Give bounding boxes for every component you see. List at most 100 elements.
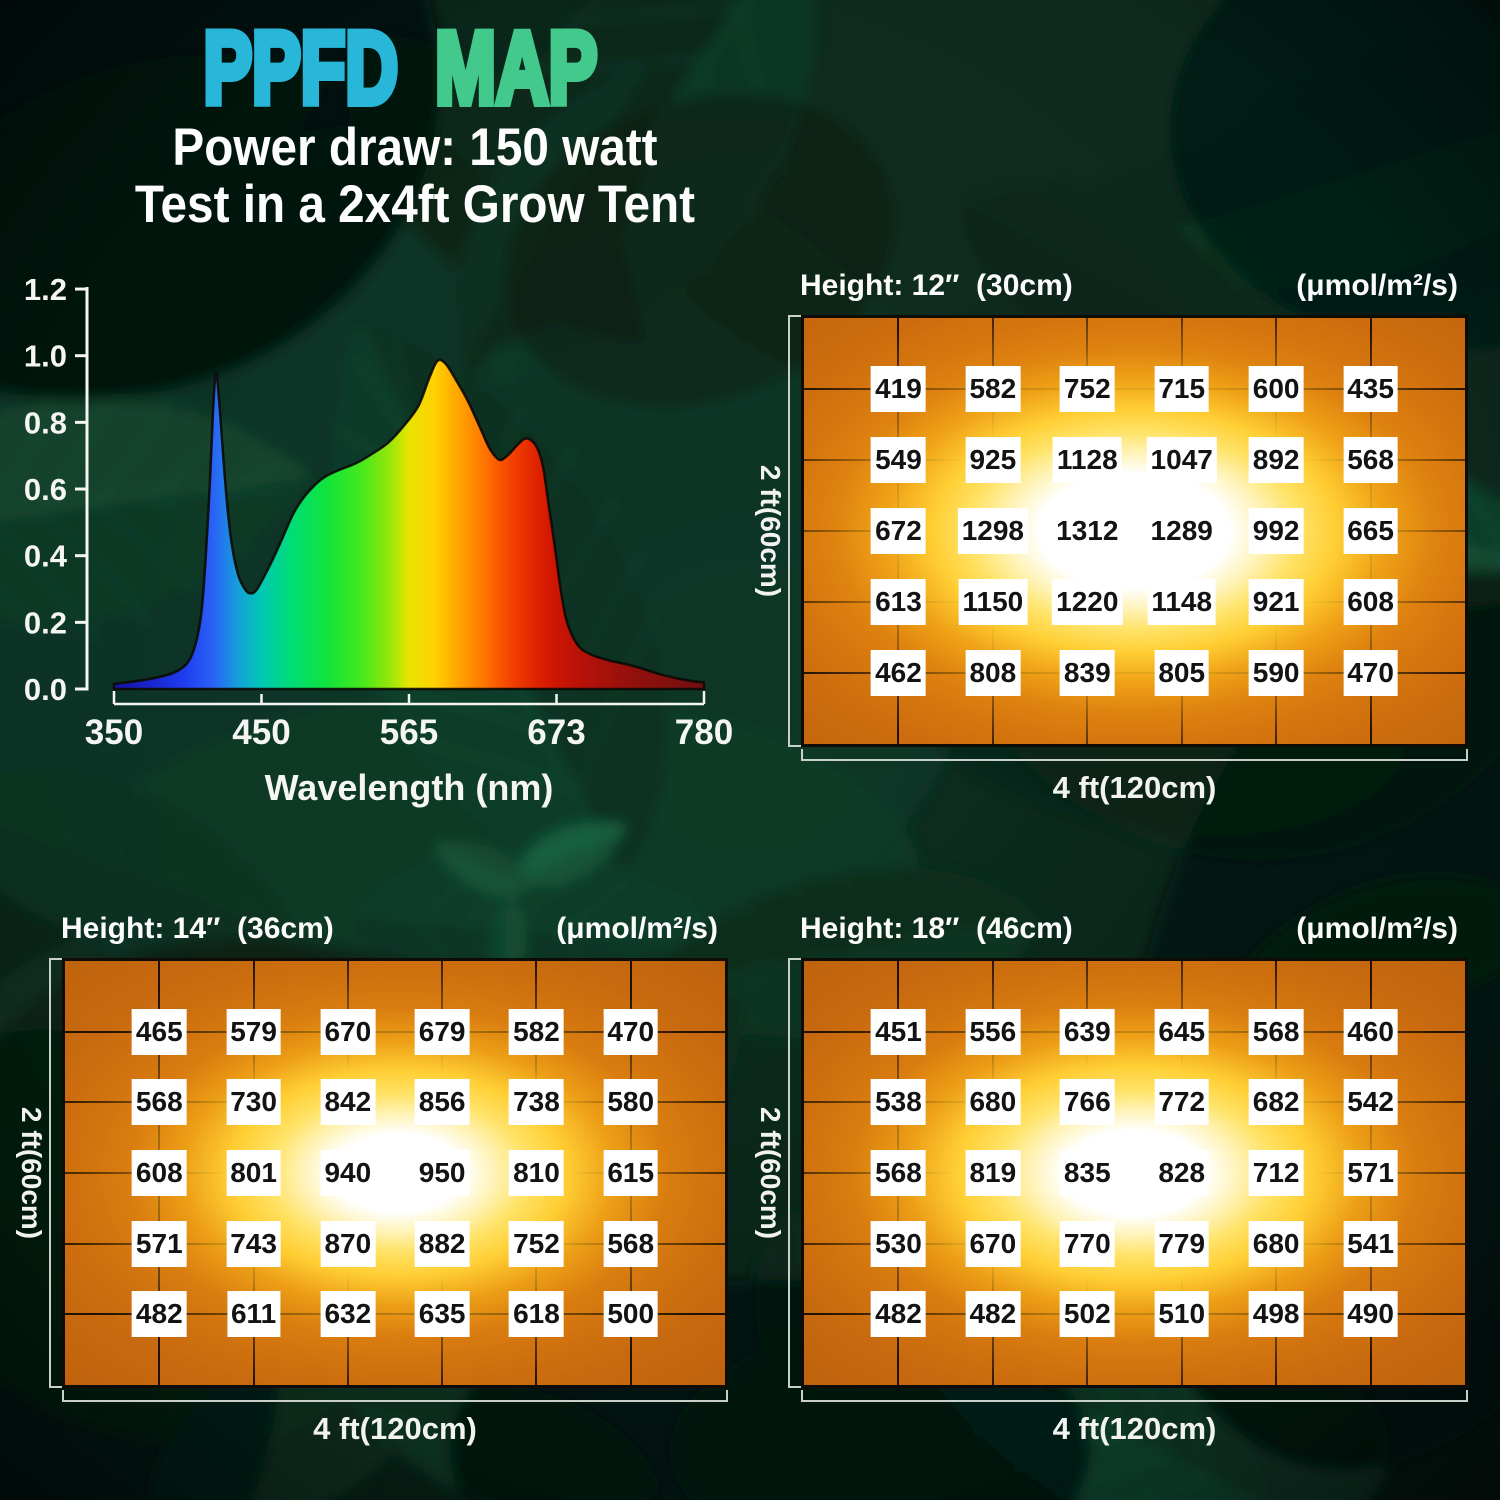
ppfd-value-chip: 502: [1059, 1291, 1115, 1338]
ppfd-value-chip: 1312: [1052, 508, 1123, 554]
dimension-line-left: [49, 958, 62, 1388]
ppfd-value-chip: 1150: [958, 579, 1028, 625]
ppfd-value-chip: 568: [603, 1220, 659, 1267]
width-dimension-label: 4 ft(120cm): [1052, 770, 1217, 805]
ppfd-value-chip: 482: [131, 1291, 187, 1338]
ppfd-value-chip: 712: [1248, 1150, 1304, 1196]
ppfd-panel-12in: Height: 12″ (30cm) (μmol/m²/s) 419 582 752 71…: [755, 269, 1468, 805]
ppfd-value-chip: 805: [1154, 649, 1210, 696]
depth-dimension-label: 2 ft(60cm): [16, 1106, 47, 1240]
heatmap-header: Height: 18″ (46cm) (μmol/m²/s): [800, 912, 1458, 946]
ppfd-value-chip: 590: [1248, 649, 1304, 696]
dimension-line-bottom: [801, 1390, 1468, 1402]
ppfd-value-chip: 992: [1248, 508, 1304, 554]
ppfd-value-chip: 772: [1154, 1079, 1210, 1126]
heatmap-body: 451 556 639 645 568 460 538 680 766 772 682 542 568 8…: [801, 958, 1468, 1388]
ppfd-value-chip: 451: [871, 1008, 926, 1055]
ppfd-value-chip: 828: [1154, 1150, 1210, 1196]
ppfd-value-chip: 582: [965, 366, 1021, 412]
ppfd-value-chip: 542: [1343, 1079, 1398, 1126]
ppfd-value-chip: 498: [1248, 1291, 1304, 1338]
spectrum-area-fill: [114, 359, 704, 689]
spectrum-ytick-label: 0.8: [24, 405, 67, 440]
heatmap-body: 419 582 752 715 600 435 549 925 1128 1047 892 568 67…: [801, 315, 1468, 747]
ppfd-value-chip: 419: [871, 366, 926, 412]
spectrum-curve: [112, 358, 706, 691]
depth-dimension-label: 2 ft(60cm): [755, 1106, 786, 1240]
spectrum-xtick-label: 350: [85, 713, 143, 752]
page-title: PPFD MAP: [0, 7, 800, 129]
ppfd-value-chip: 615: [603, 1150, 659, 1196]
ppfd-value-chip: 435: [1343, 366, 1398, 412]
ppfd-value-chip: 680: [965, 1079, 1021, 1126]
ppfd-value-chip: 571: [131, 1220, 187, 1267]
ppfd-value-chip: 1128: [1052, 436, 1122, 483]
spectrum-chart: 1.2 1.0 0.8 0.6 0.4 0.2 0.0 350 450 565 673 780 Wav…: [24, 272, 733, 808]
ppfd-value-chip: 672: [871, 508, 926, 554]
ppfd-value-chip: 530: [871, 1220, 926, 1267]
ppfd-value-chip: 1047: [1146, 436, 1217, 483]
subtitle-line2: Test in a 2x4ft Grow Tent: [134, 175, 696, 234]
ppfd-value-chip: 462: [871, 649, 926, 696]
ppfd-value-chip: 839: [1059, 649, 1115, 696]
dimension-line-left: [788, 958, 801, 1388]
ppfd-value-chip: 568: [1343, 436, 1398, 483]
ppfd-value-chip: 670: [965, 1220, 1021, 1267]
heatmap-header: Height: 12″ (30cm) (μmol/m²/s): [800, 269, 1458, 303]
ppfd-value-chip: 470: [603, 1008, 659, 1055]
ppfd-value-chip: 465: [131, 1008, 187, 1055]
spectrum-xtick-label: 450: [232, 713, 290, 752]
ppfd-value-chip: 608: [1343, 579, 1398, 625]
ppfd-value-chip: 682: [1248, 1079, 1304, 1126]
ppfd-value-chip: 613: [871, 579, 926, 625]
ppfd-panel-14in: Height: 14″ (36cm) (μmol/m²/s) 465 579 670 67…: [16, 912, 728, 1446]
ppfd-value-chip: 870: [320, 1220, 376, 1267]
ppfd-value-chip: 679: [414, 1008, 470, 1055]
ppfd-value-chip: 635: [414, 1291, 470, 1338]
ppfd-value-chip: 743: [226, 1220, 281, 1267]
ppfd-value-chip: 810: [509, 1150, 564, 1196]
ppfd-value-chip: 1220: [1052, 579, 1123, 625]
ppfd-value-chip: 568: [131, 1079, 187, 1126]
ppfd-value-chip: 541: [1343, 1220, 1398, 1267]
title-word-ppfd: PPFD: [200, 7, 400, 129]
ppfd-value-chip: 882: [414, 1220, 470, 1267]
ppfd-panel-18in: Height: 18″ (46cm) (μmol/m²/s) 451 556 639 64…: [755, 912, 1468, 1446]
ppfd-value-chip: 490: [1343, 1291, 1398, 1338]
ppfd-value-chip: 665: [1343, 508, 1398, 554]
ppfd-value-chip: 715: [1154, 366, 1210, 412]
ppfd-value-chip: 645: [1154, 1008, 1210, 1055]
ppfd-value-chip: 801: [226, 1150, 281, 1196]
ppfd-value-chip: 1148: [1147, 579, 1217, 625]
ppfd-value-chip: 571: [1343, 1150, 1398, 1196]
ppfd-value-chip: 842: [320, 1079, 376, 1126]
ppfd-value-chip: 835: [1059, 1150, 1115, 1196]
subtitle-line1: Power draw: 150 watt: [172, 118, 658, 177]
ppfd-value-chip: 950: [414, 1150, 470, 1196]
ppfd-value-chip: 1289: [1146, 508, 1217, 554]
ppfd-value-chip: 738: [509, 1079, 564, 1126]
heatmap-height-label: Height: 18″ (46cm): [800, 912, 1073, 945]
ppfd-value-chip: 921: [1248, 579, 1304, 625]
ppfd-value-chip: 608: [131, 1150, 187, 1196]
ppfd-value-chip: 568: [871, 1150, 926, 1196]
ppfd-value-chip: 549: [871, 436, 926, 483]
ppfd-value-chip: 779: [1154, 1220, 1210, 1267]
width-dimension-label: 4 ft(120cm): [1052, 1411, 1217, 1446]
ppfd-value-chip: 482: [965, 1291, 1021, 1338]
ppfd-value-chip: 940: [320, 1150, 376, 1196]
subtitle: Power draw: 150 watt Test in a 2x4ft Gro…: [42, 119, 789, 233]
ppfd-value-chip: 892: [1248, 436, 1304, 483]
ppfd-value-chip: 618: [509, 1291, 564, 1338]
ppfd-value-chip: 680: [1248, 1220, 1304, 1267]
ppfd-value-chip: 510: [1154, 1291, 1210, 1338]
ppfd-value-chip: 611: [226, 1291, 281, 1338]
ppfd-value-chip: 770: [1059, 1220, 1115, 1267]
spectrum-xtick-label: 673: [527, 713, 585, 752]
ppfd-value-chip: 639: [1059, 1008, 1115, 1055]
ppfd-value-chip: 580: [603, 1079, 659, 1126]
spectrum-xtick-label: 565: [380, 713, 438, 752]
ppfd-value-chip: 482: [871, 1291, 926, 1338]
spectrum-xlabel: Wavelength (nm): [265, 767, 554, 808]
